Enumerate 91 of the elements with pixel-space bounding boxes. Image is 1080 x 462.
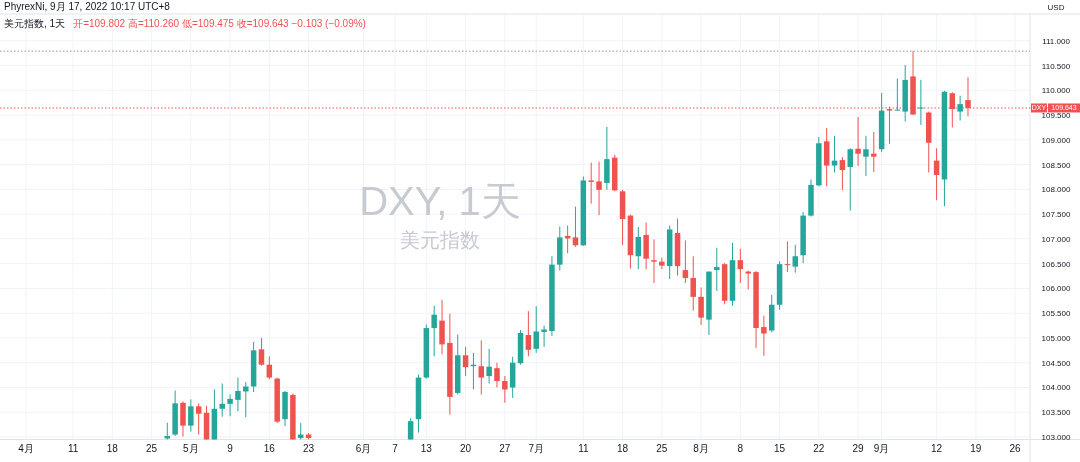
candlestick [918, 79, 924, 126]
candlestick [266, 355, 273, 380]
x-tick-label: 5月 [183, 443, 199, 454]
candlestick [478, 339, 485, 395]
candlestick [494, 362, 500, 388]
candlestick [235, 377, 241, 412]
x-tick-label: 23 [303, 443, 315, 454]
chart-title: 美元指数, 1天 [4, 18, 66, 29]
candlestick [839, 156, 846, 191]
x-tick-label: 25 [656, 443, 668, 454]
candlestick [714, 247, 720, 292]
candlestick [871, 131, 877, 173]
y-tick-label: 109.000 [1041, 135, 1072, 145]
candlestick [682, 239, 689, 284]
x-tick-label: 25 [146, 443, 158, 454]
candlestick [690, 255, 696, 312]
y-tick-label: 103.000 [1041, 433, 1072, 443]
y-tick-label: 104.000 [1041, 383, 1072, 393]
candlestick [698, 286, 704, 326]
x-tick-label: 9 [227, 443, 234, 454]
candlestick [407, 417, 414, 440]
candlestick [831, 135, 838, 174]
x-tick-label: 8 [737, 443, 744, 454]
y-tick-label: 106.500 [1041, 259, 1072, 269]
x-tick-label: 4月 [18, 443, 34, 454]
y-tick-label: 105.500 [1041, 309, 1072, 319]
x-tick-label: 18 [617, 443, 629, 454]
candlestick [745, 270, 751, 290]
candlestick [737, 248, 744, 284]
candlestick [792, 244, 799, 274]
candlestick [486, 348, 492, 385]
candlestick [588, 162, 594, 205]
x-tick-label: 8月 [693, 443, 709, 454]
x-tick-label: 26 [1009, 443, 1022, 454]
y-tick-label: 111.000 [1042, 36, 1071, 46]
candlestick [219, 383, 225, 418]
candlestick [847, 147, 853, 212]
y-tick-label: 107.000 [1041, 234, 1072, 244]
candlestick [957, 95, 963, 121]
candlestick [855, 116, 861, 167]
x-tick-label: 13 [420, 443, 433, 454]
y-tick-label: 107.500 [1041, 210, 1072, 220]
candlestick [258, 337, 265, 367]
candlestick [243, 381, 249, 418]
chart-subtitle: 开=109.802 高=110.260 低=109.475 收=109.643 −0.103 (−0.09%) [73, 18, 366, 29]
candlestick [533, 305, 539, 354]
y-tick-label: 105.000 [1041, 333, 1072, 343]
candlestick [439, 299, 445, 355]
candlestick [180, 400, 186, 438]
y-tick-label: 110.500 [1041, 61, 1071, 71]
x-tick-label: 15 [774, 443, 786, 454]
x-tick-label: 16 [263, 443, 276, 454]
candlestick [431, 305, 437, 357]
x-tick-label: 18 [106, 443, 119, 454]
candlestick [894, 77, 901, 112]
y-tick-label: 109.500 [1041, 111, 1072, 121]
x-tick-label: 7 [392, 443, 399, 454]
candlestick [635, 226, 642, 270]
x-tick-label: 7月 [528, 443, 545, 454]
text: PhyrexNi, 9月 17, 2022 10:17 UTC+8 [4, 1, 171, 12]
candlestick [596, 161, 602, 216]
x-tick-label: 11 [578, 443, 589, 454]
candlestick [863, 135, 869, 177]
y-axis-title: USD [1047, 3, 1065, 12]
x-tick-label: 27 [499, 443, 511, 454]
y-tick-label: 106.000 [1041, 284, 1072, 294]
x-tick-label: 20 [460, 443, 472, 454]
y-tick-label: 108.000 [1041, 185, 1072, 195]
x-tick-label: 19 [970, 443, 982, 454]
x-tick-label: 29 [852, 443, 865, 454]
candlestick [227, 393, 233, 417]
y-tick-label: 103.500 [1041, 408, 1072, 418]
candlestick [195, 402, 202, 436]
candlestick [525, 310, 532, 357]
candlestick [188, 398, 194, 433]
x-tick-label: 11 [67, 443, 79, 454]
candlestick [761, 315, 767, 357]
candlestick [462, 346, 469, 377]
candlestick [784, 240, 791, 273]
candlestick [502, 375, 508, 404]
y-tick-label: 104.500 [1041, 358, 1072, 368]
x-tick-label: 6月 [355, 443, 372, 454]
candlestick [572, 206, 579, 248]
x-tick-label: 9月 [873, 443, 890, 454]
y-tick-label: 108.500 [1041, 160, 1072, 170]
candlestick [651, 238, 657, 284]
candlestick [643, 222, 649, 270]
x-tick-label: 12 [931, 443, 943, 454]
x-tick-label: 22 [813, 443, 825, 454]
candlestick [604, 126, 610, 191]
y-tick-label: 110.000 [1041, 86, 1071, 96]
